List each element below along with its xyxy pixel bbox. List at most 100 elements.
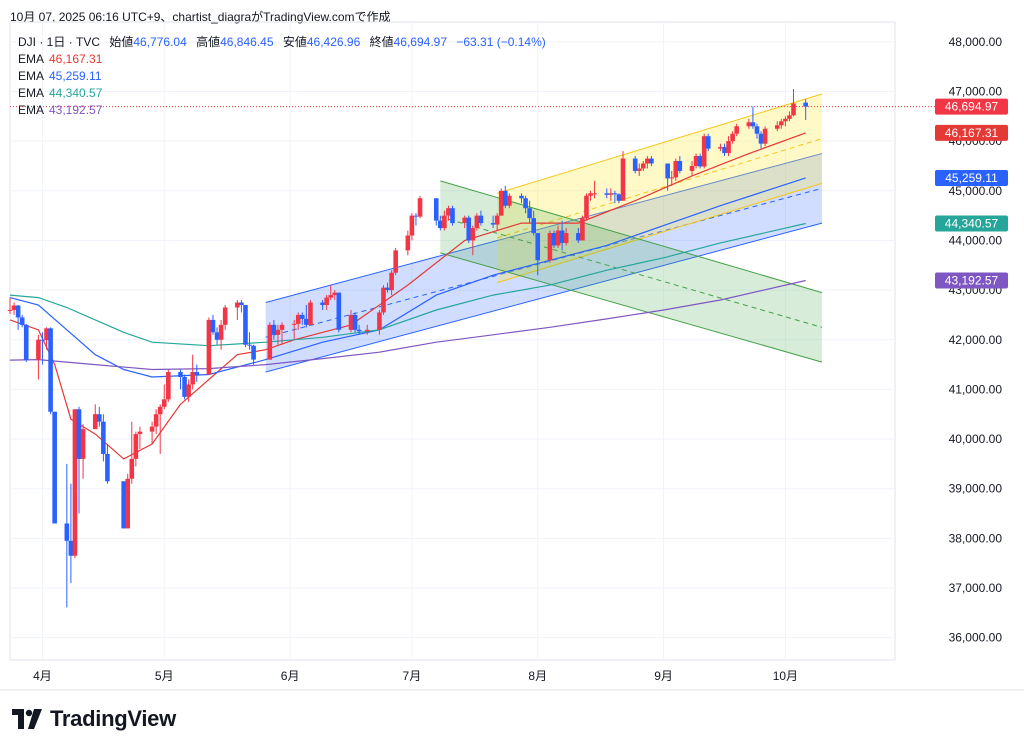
channel-upper-line [497, 93, 823, 194]
candle-body [697, 156, 703, 167]
candle-body [754, 126, 760, 134]
candle-body [519, 195, 524, 199]
candle-body [243, 305, 248, 345]
candle-body [758, 133, 764, 144]
tradingview-logo[interactable]: TradingView [12, 706, 176, 732]
candle-body [157, 406, 163, 415]
candle-body [356, 329, 362, 332]
candle-body [336, 292, 342, 330]
candle-body [527, 208, 532, 219]
candle-body [15, 305, 21, 318]
candle-body [774, 125, 780, 129]
candle-body [92, 414, 98, 430]
candle-body [125, 478, 131, 529]
candle-body [616, 194, 622, 201]
candle-body [101, 421, 106, 454]
candle-body [324, 297, 329, 306]
candle-body [649, 158, 654, 164]
candle-body [308, 302, 313, 325]
candle-body [129, 458, 135, 479]
y-tick-label: 47,000.00 [949, 85, 1003, 99]
candle-body [584, 195, 589, 219]
y-tick-label: 48,000.00 [949, 35, 1003, 49]
candle-body [247, 344, 252, 346]
candle-body [389, 272, 394, 291]
trend-channels [265, 93, 823, 373]
candle-body [718, 147, 723, 149]
channel-lower-line [265, 222, 823, 373]
candle-body [438, 220, 443, 229]
candle-body [580, 218, 585, 241]
y-tick-label: 41,000.00 [949, 382, 1003, 396]
ema-legend-value: 43,192.57 [49, 103, 103, 117]
candle-body [604, 193, 610, 195]
ema-legend-label: EMA [18, 52, 44, 66]
ema-line-2 [9, 222, 806, 347]
close-label: 終値 [370, 34, 394, 49]
symbol-label: DJI · 1日 · TVC [18, 35, 100, 49]
candle-body [149, 426, 155, 432]
candle-body [636, 168, 642, 171]
candle-body [405, 235, 411, 251]
x-tick-label: 10月 [773, 669, 798, 683]
time-axis[interactable]: 4月 5月 6月 7月 8月 9月 10月 [33, 669, 798, 683]
ema-line-3 [9, 279, 806, 371]
candle-body [466, 217, 472, 241]
candle-body [433, 198, 439, 221]
ema-legend-label: EMA [18, 86, 44, 100]
candle-body [381, 287, 386, 313]
candle-body [182, 376, 187, 397]
candle-body [470, 228, 476, 241]
candle-body [36, 339, 41, 360]
candle-body [161, 399, 167, 407]
candle-body [462, 217, 467, 224]
candle-body [669, 177, 675, 179]
x-tick-label: 4月 [33, 669, 52, 683]
y-tick-label: 38,000.00 [949, 531, 1003, 545]
candle-body [576, 233, 581, 241]
candle-body [295, 314, 301, 324]
plot-frame [9, 21, 896, 661]
badge-value: 46,694.97 [945, 100, 999, 114]
candle-body [19, 317, 25, 325]
y-tick-label: 36,000.00 [949, 631, 1003, 645]
candle-body [166, 372, 171, 400]
candle-body [750, 122, 756, 127]
candle-body [194, 372, 200, 375]
candle-body [377, 312, 382, 330]
badge-value: 45,259.11 [945, 171, 998, 185]
candle-body [677, 161, 683, 171]
candle-body [494, 215, 500, 225]
candle-body [153, 414, 159, 427]
candle-body [531, 218, 536, 234]
candle-body [645, 158, 650, 164]
candle-body [701, 136, 707, 167]
candle-body [80, 429, 86, 459]
candle-body [612, 193, 618, 195]
candle-body [44, 328, 49, 341]
tradingview-brand: TradingView [50, 706, 176, 731]
candle-body [72, 409, 78, 556]
low-label: 安値 [283, 34, 307, 49]
channel-mid-line [440, 216, 823, 328]
candle-body [507, 195, 512, 206]
candle-body [734, 126, 739, 134]
candle-body [235, 302, 240, 308]
ema-badge-1 [935, 169, 1008, 186]
channel-upper-line [265, 153, 823, 304]
candle-body [413, 215, 419, 217]
candle-body [665, 163, 670, 179]
candle-body [52, 411, 57, 524]
change-value: −63.31 (−0.14%) [456, 35, 545, 49]
candle-body [291, 323, 297, 325]
candle-body [218, 324, 224, 340]
candle-body [620, 158, 626, 201]
candle-body [304, 318, 309, 325]
candle-body [76, 409, 82, 459]
candle-body [64, 523, 70, 541]
candle-body [502, 190, 508, 206]
y-tick-label: 37,000.00 [949, 581, 1003, 595]
ema-legend-label: EMA [18, 103, 44, 117]
candle-body [352, 314, 358, 330]
price-chart[interactable]: 48,000.0047,000.0046,000.0045,000.0044,0… [0, 0, 1024, 700]
